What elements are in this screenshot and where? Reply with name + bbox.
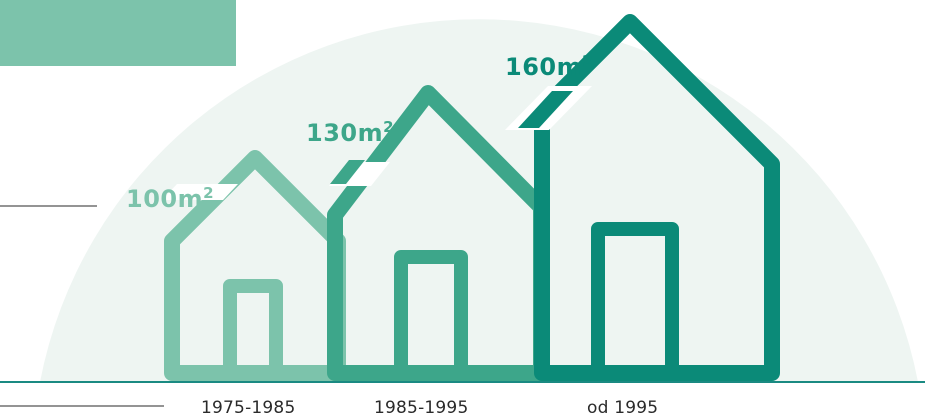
area-label-2: 130m2 — [306, 118, 394, 147]
area-exp-3: 2 — [582, 52, 594, 70]
house-3-roof-dash — [518, 91, 573, 128]
area-exp-2: 2 — [383, 118, 395, 136]
house-2-door — [394, 250, 468, 373]
area-value-3: 160m — [505, 53, 583, 81]
house-2-roof-dash — [330, 160, 365, 184]
corner-panel — [0, 0, 236, 66]
period-label-2: 1985-1995 — [374, 398, 469, 418]
house-1-roof-dash — [162, 184, 238, 200]
house-3-door — [591, 222, 679, 373]
area-value-1: 100m — [126, 185, 204, 213]
house-3-outline — [534, 14, 780, 381]
house-1-door — [223, 279, 283, 373]
period-label-1: 1975-1985 — [201, 398, 296, 418]
area-value-2: 130m — [306, 119, 384, 147]
area-exp-1: 2 — [203, 184, 215, 202]
house-od-1995 — [505, 14, 780, 381]
area-label-3: 160m2 — [505, 52, 593, 81]
area-label-1: 100m2 — [126, 184, 214, 213]
period-label-3: od 1995 — [587, 398, 659, 418]
